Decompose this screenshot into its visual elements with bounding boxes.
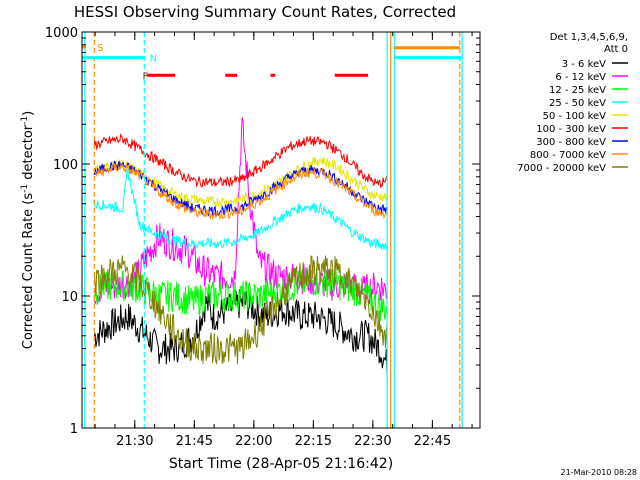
series-line-3 — [93, 168, 388, 250]
footer-timestamp: 21-Mar-2010 08:28 — [561, 468, 638, 477]
legend: Det 1,3,4,5,6,9,Att 0 3 - 6 keV 6 - 12 keV… — [517, 32, 628, 174]
y-axis-label: Corrected Count Rate (s-1 detector-1) — [20, 111, 36, 349]
legend-header-0: Det 1,3,4,5,6,9, — [550, 32, 628, 43]
legend-label-3: 25 - 50 keV — [549, 98, 606, 109]
x-tick-label-4: 22:30 — [354, 434, 391, 449]
x-tick-label-3: 22:15 — [295, 434, 332, 449]
x-tick-label-1: 21:45 — [176, 434, 213, 449]
series-line-7 — [93, 162, 388, 221]
series-line-6 — [93, 160, 388, 217]
y-tick-label-2: 100 — [53, 158, 78, 173]
legend-label-6: 300 - 800 keV — [536, 137, 606, 148]
series-line-2 — [93, 267, 388, 322]
legend-label-1: 6 - 12 keV — [555, 72, 606, 83]
x-tick-label-5: 22:45 — [414, 434, 451, 449]
x-axis-label: Start Time (28-Apr-05 21:16:42) — [169, 456, 393, 472]
x-tick-label-0: 21:30 — [116, 434, 153, 449]
legend-label-7: 800 - 7000 keV — [530, 150, 606, 161]
x-tick-label-2: 22:00 — [235, 434, 272, 449]
legend-label-4: 50 - 100 keV — [543, 111, 607, 122]
annotation-label-0: S — [97, 43, 103, 54]
legend-label-0: 3 - 6 keV — [562, 59, 606, 70]
series-line-4 — [93, 156, 388, 209]
y-tick-label-3: 1000 — [45, 26, 78, 41]
legend-label-8: 7000 - 20000 keV — [517, 163, 606, 174]
y-tick-label-1: 10 — [61, 290, 78, 305]
chart-title: HESSI Observing Summary Count Rates, Cor… — [74, 3, 456, 21]
plot-area: S NF — [82, 32, 463, 428]
plot-frame — [81, 31, 481, 429]
series-line-0 — [93, 288, 388, 379]
y-tick-label-0: 1 — [70, 422, 78, 437]
axes: 21:30 21:45 22:00 22:15 22:30 22:45 1 10 100 1000 — [45, 26, 480, 449]
legend-label-5: 100 - 300 keV — [536, 124, 606, 135]
series-line-5 — [93, 132, 388, 188]
series-line-8 — [93, 255, 388, 366]
annotation-label-2: F — [143, 71, 149, 82]
legend-header-1: Att 0 — [604, 44, 628, 55]
legend-label-2: 12 - 25 keV — [549, 85, 606, 96]
annotation-label-1: N — [150, 54, 157, 65]
series-line-1 — [93, 117, 388, 305]
